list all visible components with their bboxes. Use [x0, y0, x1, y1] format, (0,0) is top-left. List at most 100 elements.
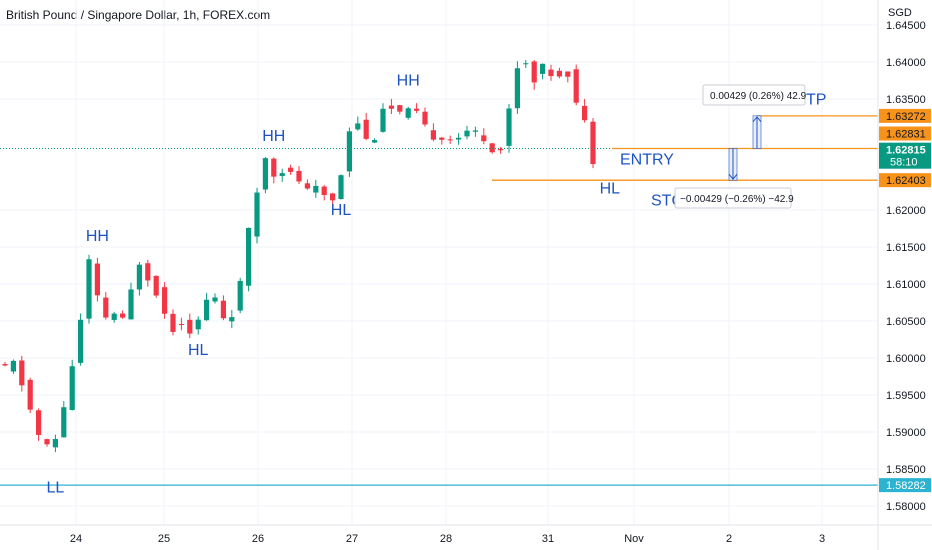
candle-body — [304, 183, 310, 189]
candle — [254, 187, 260, 244]
stop-measure-box[interactable] — [674, 187, 792, 209]
level-tag-tp — [879, 108, 931, 123]
candle-body — [523, 63, 529, 65]
x-axis[interactable]: 24 25 26 27 28 31 Nov 2 3 — [0, 524, 932, 545]
candle — [153, 275, 159, 298]
tp-measure-box[interactable] — [702, 84, 806, 106]
candle — [313, 179, 319, 198]
candle-body — [120, 313, 126, 318]
candle — [103, 292, 109, 320]
candle — [120, 310, 126, 319]
candle-body — [456, 137, 462, 140]
price-levels — [0, 115, 878, 486]
candle — [540, 63, 546, 80]
x-tick-label: 24 — [70, 533, 82, 545]
candle-body — [237, 280, 243, 311]
candle-body — [388, 105, 394, 109]
candle — [372, 138, 378, 144]
candle — [472, 126, 478, 137]
candle — [44, 438, 50, 447]
y-tick-label: 1.62000 — [886, 205, 926, 217]
candle — [338, 174, 344, 200]
y-tick-label: 1.60500 — [886, 316, 926, 328]
candle-body — [405, 108, 411, 118]
candle — [27, 377, 33, 413]
candle-body — [380, 108, 386, 132]
candle-body — [279, 173, 285, 176]
candle — [548, 64, 554, 81]
candle — [262, 157, 268, 194]
level-tag-stop — [879, 173, 931, 188]
candle — [523, 60, 529, 68]
candle-body — [489, 143, 495, 153]
candle-body — [136, 264, 142, 290]
candle — [136, 262, 142, 296]
candle — [422, 107, 428, 127]
candle-body — [565, 71, 571, 77]
candle-body — [540, 63, 546, 74]
candle — [498, 146, 504, 154]
candle-body — [178, 324, 184, 326]
candle — [397, 104, 403, 115]
y-tick-label: 1.64000 — [886, 57, 926, 69]
candle-body — [422, 111, 428, 125]
candle — [220, 295, 226, 321]
candle — [178, 317, 184, 331]
candle — [582, 99, 588, 123]
candle — [271, 157, 277, 184]
candle — [229, 309, 235, 329]
candle — [481, 128, 487, 145]
candle — [531, 59, 537, 90]
candle — [304, 179, 310, 190]
candle — [456, 133, 462, 145]
candle — [447, 135, 453, 144]
candle-body — [363, 119, 369, 139]
candle-body — [548, 69, 554, 77]
swing-label: HL — [188, 342, 209, 359]
y-tick-label: 1.59500 — [886, 390, 926, 402]
candle-body — [94, 263, 100, 296]
candle-body — [61, 407, 67, 438]
swing-label: HH — [86, 228, 109, 245]
candle — [321, 184, 327, 201]
candle — [145, 259, 151, 287]
swing-label: HL — [600, 181, 621, 198]
candle-body — [36, 410, 42, 435]
candle-body — [204, 299, 210, 321]
candle-body — [246, 227, 252, 286]
candle — [330, 192, 336, 206]
candle — [78, 313, 84, 366]
candle-body — [271, 158, 277, 177]
candle-body — [355, 123, 361, 130]
candle-body — [447, 139, 453, 141]
y-tick-label: 1.61000 — [886, 279, 926, 291]
candle — [187, 313, 193, 339]
candle — [346, 127, 352, 178]
swing-label: HL — [331, 202, 352, 219]
candle-body — [590, 121, 596, 164]
candle-body — [27, 379, 33, 410]
last-price-value: 1.62815 — [886, 145, 926, 157]
candle-body — [338, 175, 344, 200]
candle-body — [220, 300, 226, 319]
candle — [464, 125, 470, 140]
candle-body — [346, 131, 352, 172]
candle — [246, 227, 252, 292]
candle — [195, 316, 201, 335]
candle — [430, 123, 436, 142]
candle — [514, 61, 520, 114]
candle — [279, 168, 285, 182]
candle-body — [52, 439, 58, 448]
y-tick-label: 1.58000 — [886, 501, 926, 513]
last-price-badge — [879, 142, 931, 169]
candle-body — [414, 108, 420, 111]
candle — [288, 164, 294, 175]
candle — [170, 309, 176, 336]
y-tick-label: 1.64500 — [886, 20, 926, 32]
candle — [590, 118, 596, 169]
swing-label: HH — [262, 128, 285, 145]
candle-body — [573, 69, 579, 103]
candle — [380, 103, 386, 133]
